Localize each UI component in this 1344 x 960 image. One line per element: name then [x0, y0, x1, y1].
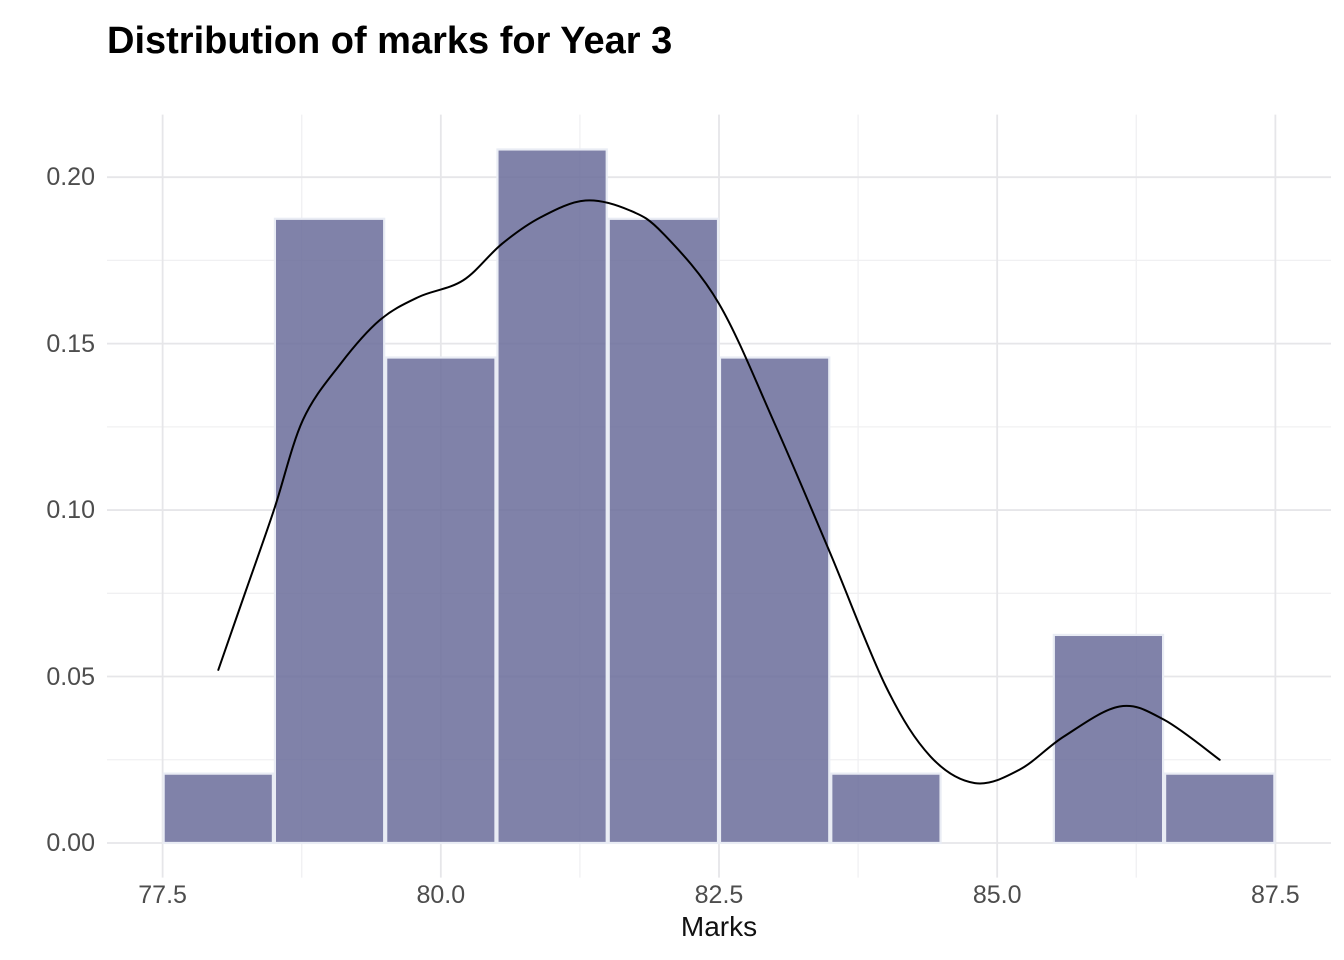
- x-axis-title: Marks: [680, 911, 758, 942]
- histogram-bar: [162, 772, 275, 845]
- histogram-bar: [830, 772, 942, 845]
- histogram-bar: [385, 356, 497, 845]
- histogram-bar: [496, 148, 608, 845]
- plot-title: Distribution of marks for Year 3: [107, 20, 673, 62]
- x-tick-label: 80.0: [416, 881, 466, 909]
- histogram-bars: [162, 148, 1276, 845]
- x-tick-label: 85.0: [972, 881, 1022, 909]
- histogram-bar: [1163, 772, 1276, 845]
- y-tick-label: 0.05: [46, 662, 95, 691]
- x-tick-label: 82.5: [694, 881, 744, 909]
- y-tick-label: 0.15: [46, 329, 95, 358]
- y-tick-label: 0.20: [46, 163, 95, 192]
- x-tick-label: 77.5: [138, 881, 187, 909]
- histogram-bar: [1052, 633, 1165, 845]
- y-tick-label: 0.00: [46, 828, 95, 857]
- histogram-bar: [607, 217, 720, 845]
- x-tick-label: 87.5: [1251, 881, 1300, 909]
- y-tick-label: 0.10: [46, 496, 95, 525]
- histogram-bar: [273, 217, 386, 845]
- histogram-bar: [718, 356, 831, 845]
- density-curve: [217, 199, 1221, 785]
